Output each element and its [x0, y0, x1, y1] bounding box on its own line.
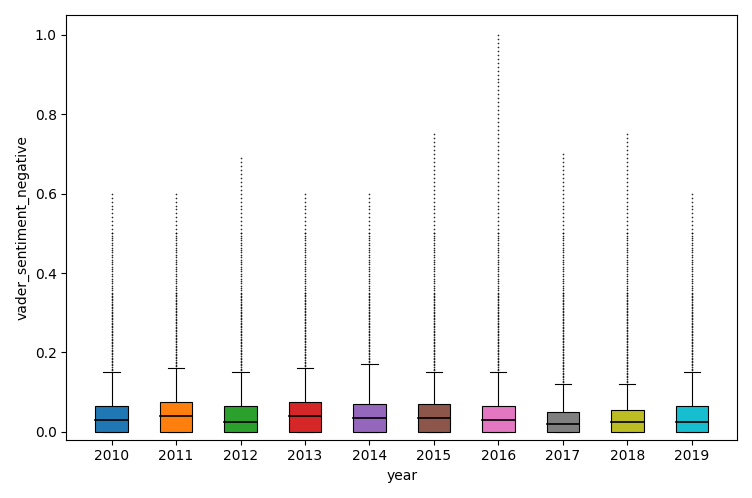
Bar [224, 406, 256, 432]
Bar [482, 406, 514, 432]
Bar [96, 406, 128, 432]
Bar [611, 410, 644, 432]
Bar [289, 402, 321, 432]
Bar [547, 412, 579, 432]
X-axis label: year: year [386, 469, 417, 483]
Y-axis label: vader_sentiment_negative: vader_sentiment_negative [15, 135, 29, 320]
Bar [676, 406, 708, 432]
Bar [418, 404, 450, 432]
Bar [353, 404, 386, 432]
Bar [160, 402, 193, 432]
